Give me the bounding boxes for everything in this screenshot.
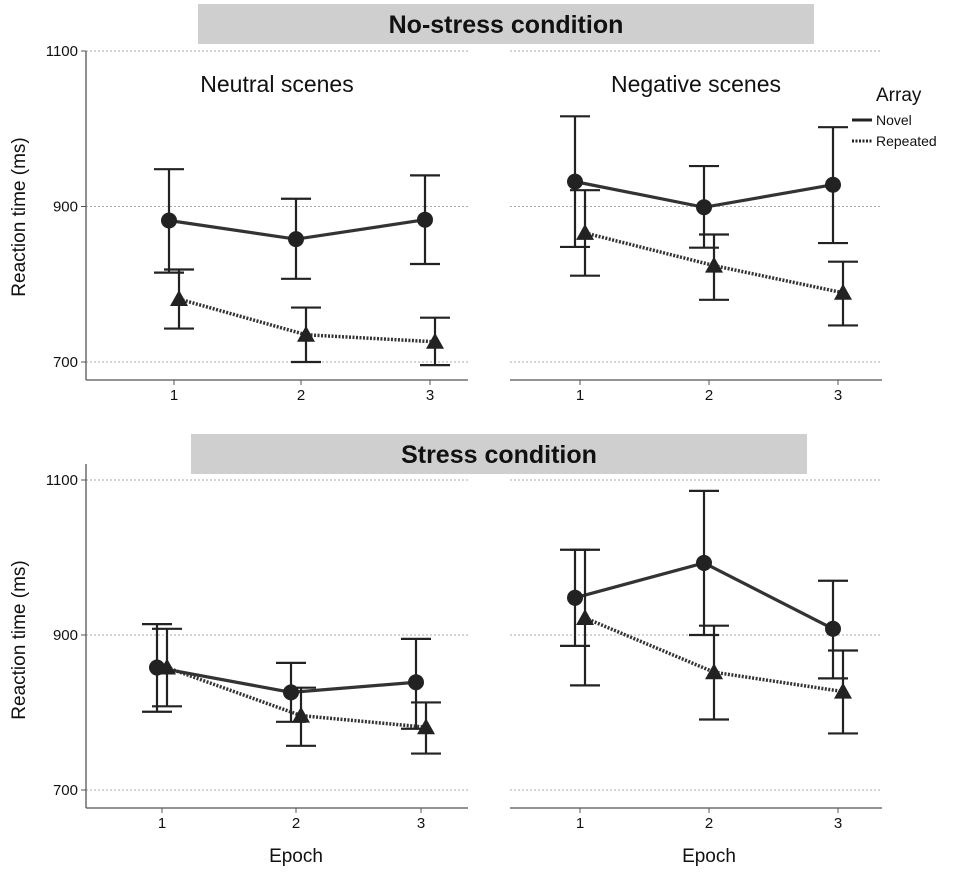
data-point-triangle [705, 256, 723, 273]
data-point-triangle [576, 223, 594, 240]
data-point-circle [567, 589, 583, 606]
series-novel [142, 623, 431, 730]
panel-title: Negative scenes [611, 71, 781, 97]
data-point-circle [567, 173, 583, 190]
x-axis-label-left: Epoch [269, 846, 323, 867]
data-point-triangle [834, 283, 852, 300]
series-novel [560, 115, 848, 249]
y-tick-label: 1100 [46, 472, 78, 489]
x-tick-label: 3 [426, 387, 434, 404]
banner-stress [191, 434, 807, 474]
panel-title: Neutral scenes [200, 71, 353, 97]
x-tick-label: 1 [576, 815, 584, 832]
data-point-circle [417, 211, 433, 228]
data-point-circle [161, 212, 177, 229]
x-tick-label: 2 [705, 815, 713, 832]
series-line [178, 297, 436, 344]
legend-repeated-label: Repeated [876, 133, 937, 149]
y-axis-label-bottom: Reaction time (ms) [9, 560, 30, 719]
panel-2: 1 2 3 Negative scenes [510, 50, 882, 404]
x-tick-label: 2 [297, 387, 305, 404]
series-repeated [570, 548, 858, 735]
legend-novel-label: Novel [876, 112, 912, 128]
y-tick-label: 700 [53, 354, 78, 371]
y-tick-label: 900 [53, 199, 78, 216]
x-tick-label: 2 [292, 815, 300, 832]
banner-no-stress-label: No-stress condition [389, 11, 624, 39]
x-tick-label: 1 [170, 387, 178, 404]
y-axis-label-top: Reaction time (ms) [9, 137, 30, 296]
y-tick-label: 1100 [46, 43, 78, 60]
series-repeated [570, 189, 858, 327]
data-point-triangle [297, 325, 315, 342]
legend-title: Array [876, 85, 922, 106]
x-tick-label: 1 [158, 815, 166, 832]
legend: Array Novel Repeated [852, 85, 937, 149]
data-point-triangle [426, 332, 444, 349]
data-point-circle [825, 620, 841, 637]
data-point-circle [288, 231, 304, 248]
x-tick-label: 3 [834, 815, 842, 832]
series-repeated [164, 268, 450, 367]
x-axis-label-right: Epoch [682, 846, 736, 867]
panel-4: 1 2 3 [510, 479, 882, 832]
data-point-triangle [158, 658, 176, 675]
data-point-triangle [170, 290, 188, 307]
series-novel [560, 489, 848, 680]
data-point-triangle [705, 663, 723, 680]
banner-stress-label: Stress condition [401, 441, 597, 469]
data-point-triangle [576, 608, 594, 625]
data-point-triangle [417, 718, 435, 735]
series-repeated [152, 627, 441, 755]
x-tick-label: 3 [834, 387, 842, 404]
data-point-circle [825, 176, 841, 193]
panel-3: 700 900 1100 1 2 3 [46, 464, 468, 832]
data-point-triangle [834, 682, 852, 699]
data-point-triangle [292, 706, 310, 723]
y-tick-label: 700 [53, 782, 78, 799]
banner-no-stress [198, 4, 814, 44]
data-point-circle [696, 554, 712, 571]
series-line [166, 665, 427, 729]
panel-1: 700 900 1100 1 2 3 Neutral scenes [46, 43, 468, 404]
data-point-circle [408, 674, 424, 691]
data-point-circle [696, 199, 712, 216]
y-tick-label: 900 [53, 627, 78, 644]
x-tick-label: 3 [417, 815, 425, 832]
x-tick-label: 2 [705, 387, 713, 404]
series-line [584, 616, 844, 694]
series-novel [154, 168, 440, 280]
x-tick-label: 1 [576, 387, 584, 404]
